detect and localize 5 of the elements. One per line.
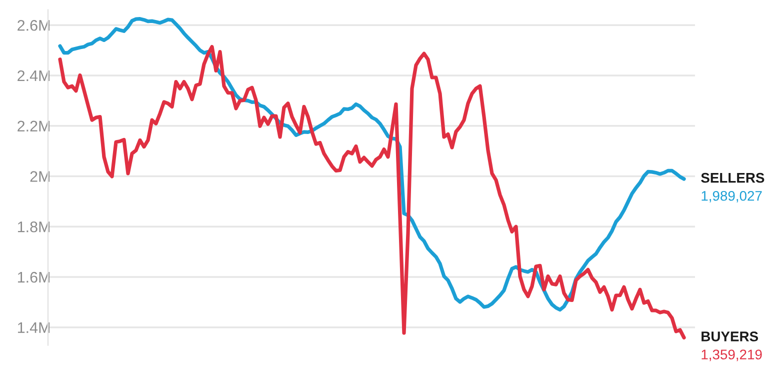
data-label: 1,989,027 [702,190,762,202]
series-label: SELLERS [701,172,764,183]
data-label: 1,359,219 [702,350,762,362]
line-series [58,44,686,340]
series-label: BUYERS [702,332,758,342]
